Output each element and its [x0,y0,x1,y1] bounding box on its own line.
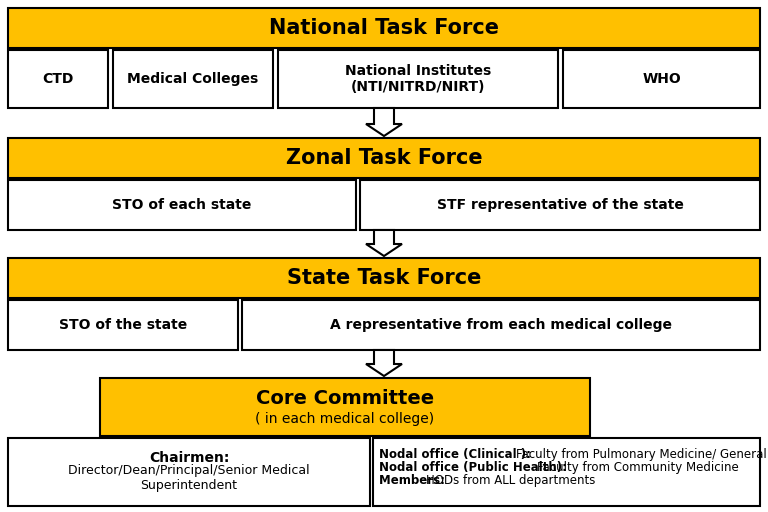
Text: Medical Colleges: Medical Colleges [127,72,259,86]
Bar [8,438,370,506]
Bar [373,438,760,506]
Bar [278,50,558,108]
Text: Nodal office (Clinical ):: Nodal office (Clinical ): [379,448,535,461]
Polygon shape [366,350,402,376]
Text: STF representative of the state: STF representative of the state [436,198,684,212]
Bar [360,180,760,230]
Bar [8,50,108,108]
Text: WHO: WHO [642,72,681,86]
Text: STO of the state: STO of the state [59,318,187,332]
Polygon shape [366,108,402,136]
Text: Nodal office (Public Health):: Nodal office (Public Health): [379,461,571,474]
Bar [8,138,760,178]
Bar [242,300,760,350]
Bar [8,180,356,230]
Text: Faculty from Pulmonary Medicine/ General Medicine/ Clinical Department: Faculty from Pulmonary Medicine/ General… [516,448,768,461]
Text: Director/Dean/Principal/Senior Medical
Superintendent: Director/Dean/Principal/Senior Medical S… [68,464,310,492]
Bar [8,258,760,298]
Text: ( in each medical college): ( in each medical college) [256,412,435,426]
Text: HODs from ALL departments: HODs from ALL departments [426,474,596,487]
Bar [113,50,273,108]
Bar [563,50,760,108]
Bar [100,378,590,436]
Polygon shape [366,230,402,256]
Bar [8,8,760,48]
Text: Zonal Task Force: Zonal Task Force [286,148,482,168]
Text: National Task Force: National Task Force [269,18,499,38]
Text: CTD: CTD [42,72,74,86]
Bar [8,300,238,350]
Text: STO of each state: STO of each state [112,198,252,212]
Text: Members:: Members: [379,474,449,487]
Text: National Institutes
(NTI/NITRD/NIRT): National Institutes (NTI/NITRD/NIRT) [345,64,491,94]
Text: Core Committee: Core Committee [256,390,434,409]
Text: A representative from each medical college: A representative from each medical colle… [330,318,672,332]
Text: Chairmen:: Chairmen: [149,451,229,465]
Text: Faculty from Community Medicine: Faculty from Community Medicine [537,461,739,474]
Text: State Task Force: State Task Force [286,268,482,288]
